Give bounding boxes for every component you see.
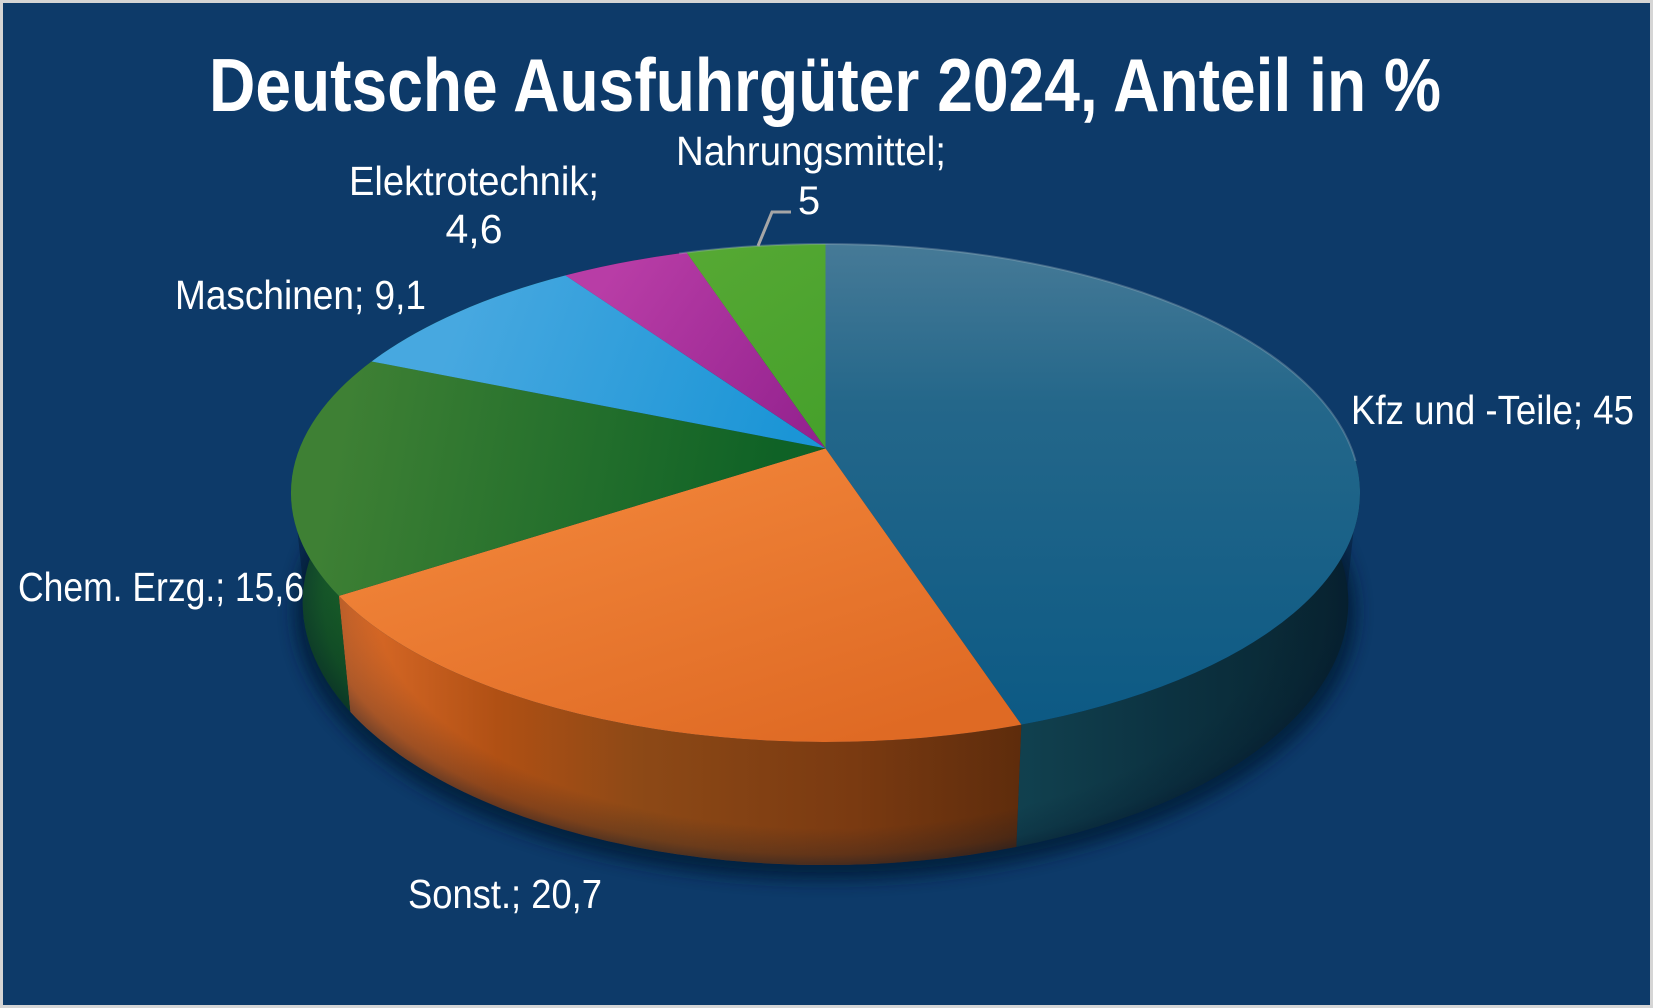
svg-text:4,6: 4,6 (446, 206, 503, 252)
svg-text:Maschinen; 9,1: Maschinen; 9,1 (175, 272, 426, 318)
svg-text:5: 5 (798, 179, 820, 223)
svg-text:Elektrotechnik;: Elektrotechnik; (349, 158, 599, 204)
svg-text:Kfz und -Teile; 45: Kfz und -Teile; 45 (1351, 387, 1634, 433)
svg-text:Chem. Erzg.; 15,6: Chem. Erzg.; 15,6 (18, 564, 304, 610)
svg-text:Sonst.; 20,7: Sonst.; 20,7 (408, 871, 602, 917)
svg-text:Deutsche Ausfuhrgüter 2024, An: Deutsche Ausfuhrgüter 2024, Anteil in % (209, 43, 1441, 127)
svg-text:Nahrungsmittel;: Nahrungsmittel; (676, 128, 946, 174)
